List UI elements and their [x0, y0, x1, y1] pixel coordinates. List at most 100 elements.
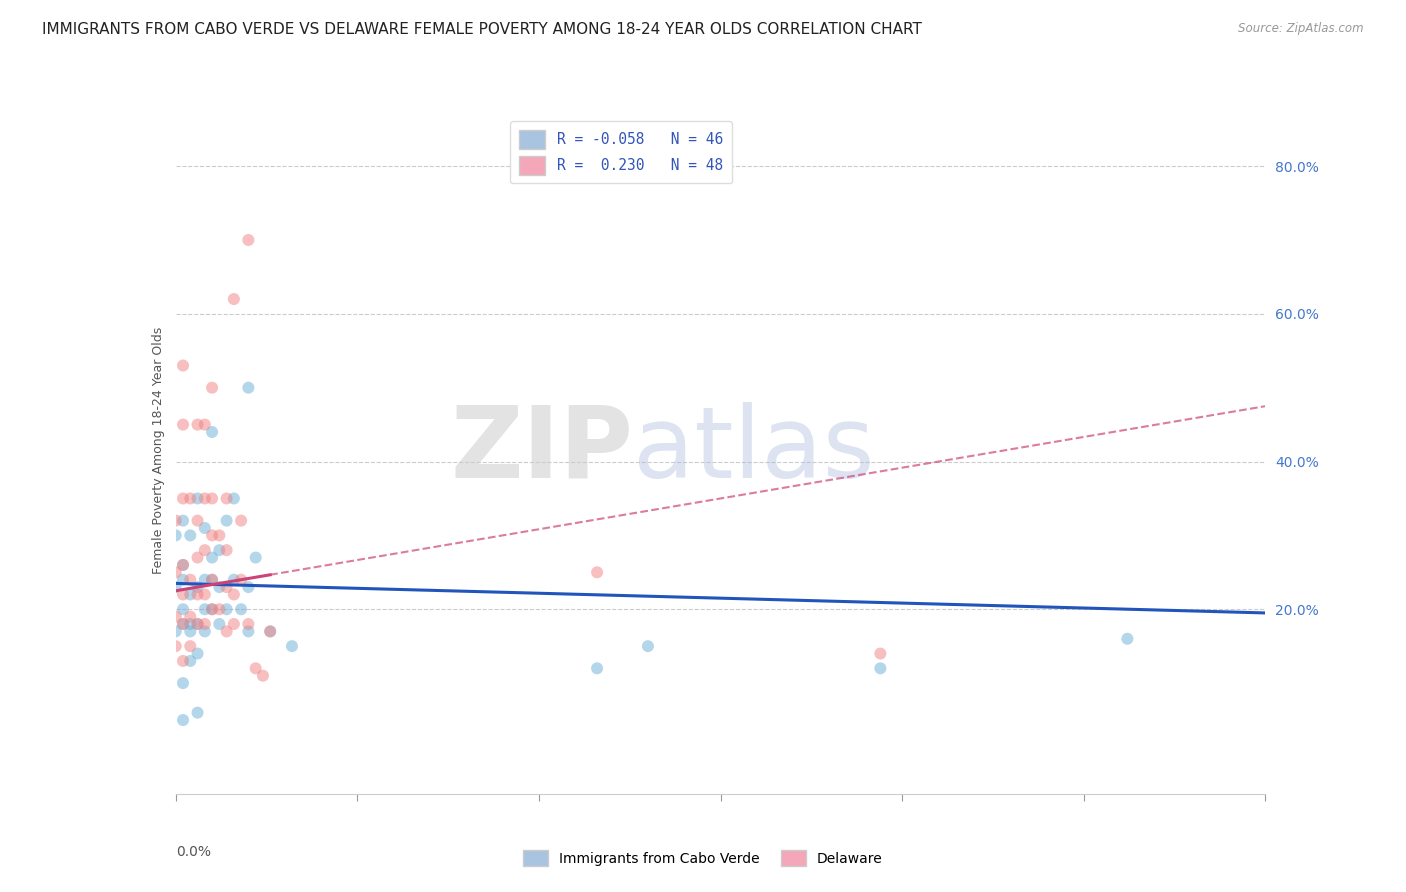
- Point: [172, 573, 194, 587]
- Point: [179, 654, 201, 668]
- Point: [165, 639, 187, 653]
- Point: [208, 580, 231, 594]
- Point: [222, 617, 245, 632]
- Point: [194, 617, 217, 632]
- Point: [238, 624, 260, 639]
- Point: [222, 491, 245, 506]
- Point: [172, 491, 194, 506]
- Point: [194, 417, 217, 432]
- Point: [281, 639, 304, 653]
- Point: [186, 514, 209, 528]
- Point: [165, 624, 187, 639]
- Point: [201, 528, 224, 542]
- Point: [186, 587, 209, 601]
- Point: [201, 381, 224, 395]
- Point: [186, 580, 209, 594]
- Point: [201, 425, 224, 439]
- Point: [179, 491, 201, 506]
- Point: [186, 550, 209, 565]
- Point: [208, 528, 231, 542]
- Point: [215, 624, 238, 639]
- Point: [172, 558, 194, 572]
- Point: [222, 292, 245, 306]
- Point: [238, 580, 260, 594]
- Point: [238, 233, 260, 247]
- Point: [201, 550, 224, 565]
- Point: [179, 528, 201, 542]
- Point: [172, 558, 194, 572]
- Point: [165, 528, 187, 542]
- Point: [201, 491, 224, 506]
- Point: [165, 580, 187, 594]
- Point: [245, 661, 267, 675]
- Point: [1116, 632, 1139, 646]
- Point: [194, 573, 217, 587]
- Point: [179, 617, 201, 632]
- Point: [238, 381, 260, 395]
- Legend: Immigrants from Cabo Verde, Delaware: Immigrants from Cabo Verde, Delaware: [517, 845, 889, 871]
- Point: [208, 602, 231, 616]
- Point: [201, 573, 224, 587]
- Text: atlas: atlas: [633, 402, 875, 499]
- Point: [215, 543, 238, 558]
- Point: [172, 417, 194, 432]
- Point: [869, 647, 891, 661]
- Point: [186, 491, 209, 506]
- Point: [222, 573, 245, 587]
- Point: [194, 543, 217, 558]
- Legend: R = -0.058   N = 46, R =  0.230   N = 48: R = -0.058 N = 46, R = 0.230 N = 48: [510, 121, 731, 184]
- Y-axis label: Female Poverty Among 18-24 Year Olds: Female Poverty Among 18-24 Year Olds: [152, 326, 165, 574]
- Point: [186, 617, 209, 632]
- Point: [201, 602, 224, 616]
- Point: [172, 713, 194, 727]
- Point: [179, 624, 201, 639]
- Point: [586, 566, 609, 580]
- Point: [186, 617, 209, 632]
- Point: [208, 617, 231, 632]
- Text: IMMIGRANTS FROM CABO VERDE VS DELAWARE FEMALE POVERTY AMONG 18-24 YEAR OLDS CORR: IMMIGRANTS FROM CABO VERDE VS DELAWARE F…: [42, 22, 922, 37]
- Point: [222, 587, 245, 601]
- Point: [259, 624, 281, 639]
- Point: [186, 417, 209, 432]
- Point: [179, 587, 201, 601]
- Point: [238, 617, 260, 632]
- Point: [179, 573, 201, 587]
- Point: [231, 573, 253, 587]
- Point: [194, 521, 217, 535]
- Point: [172, 602, 194, 616]
- Point: [215, 580, 238, 594]
- Point: [179, 609, 201, 624]
- Point: [172, 676, 194, 690]
- Point: [586, 661, 609, 675]
- Text: 0.0%: 0.0%: [176, 846, 211, 859]
- Point: [215, 491, 238, 506]
- Point: [245, 550, 267, 565]
- Point: [194, 491, 217, 506]
- Point: [201, 602, 224, 616]
- Point: [201, 573, 224, 587]
- Text: Source: ZipAtlas.com: Source: ZipAtlas.com: [1239, 22, 1364, 36]
- Point: [869, 661, 891, 675]
- Point: [252, 669, 274, 683]
- Point: [231, 514, 253, 528]
- Point: [172, 617, 194, 632]
- Point: [179, 639, 201, 653]
- Point: [172, 654, 194, 668]
- Point: [637, 639, 659, 653]
- Point: [194, 624, 217, 639]
- Point: [186, 647, 209, 661]
- Text: ZIP: ZIP: [450, 402, 633, 499]
- Point: [172, 617, 194, 632]
- Point: [194, 602, 217, 616]
- Point: [165, 566, 187, 580]
- Point: [194, 587, 217, 601]
- Point: [165, 609, 187, 624]
- Point: [259, 624, 281, 639]
- Point: [231, 602, 253, 616]
- Point: [186, 706, 209, 720]
- Point: [172, 359, 194, 373]
- Point: [215, 514, 238, 528]
- Point: [172, 587, 194, 601]
- Point: [208, 543, 231, 558]
- Point: [172, 514, 194, 528]
